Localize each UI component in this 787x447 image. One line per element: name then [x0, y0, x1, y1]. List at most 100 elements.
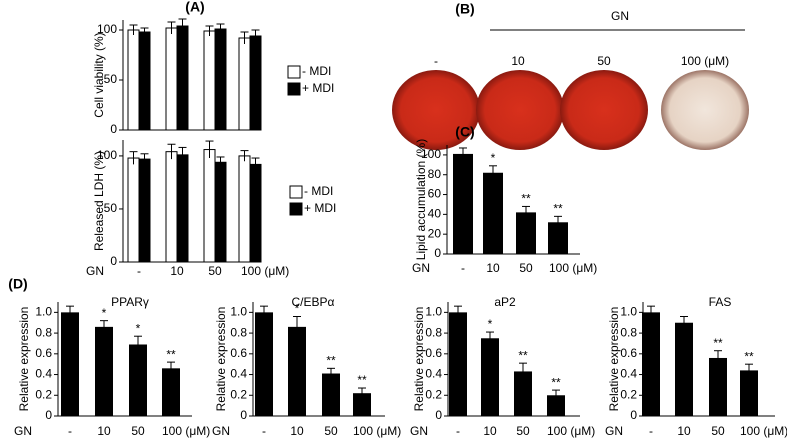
panel-label: (B): [455, 1, 474, 17]
x-tick-label: 10: [97, 424, 111, 438]
legend-swatch: [287, 65, 301, 79]
bar: [95, 326, 113, 416]
y-axis-label: Relative expression: [607, 307, 621, 412]
x-tick-label: 100 (μM): [162, 424, 210, 438]
bar: [740, 370, 758, 416]
x-axis-label: GN: [14, 424, 32, 438]
bar: [288, 326, 306, 416]
bar: [481, 338, 499, 416]
y-tick-label: 0.8: [35, 325, 52, 339]
bar: [214, 28, 227, 131]
x-tick-label: -: [137, 264, 141, 278]
y-tick-label: 0.4: [620, 367, 637, 381]
bar: [322, 373, 340, 416]
bar: [709, 357, 727, 416]
legend-label: + MDI: [302, 81, 334, 95]
bar: [449, 312, 467, 416]
y-tick-label: 1.0: [620, 305, 637, 319]
x-tick-label: -: [649, 424, 653, 438]
x-tick-label: 100 (μM): [740, 424, 787, 438]
x-axis-label: GN: [611, 9, 629, 23]
dish-label: -: [434, 54, 438, 68]
significance: *: [488, 317, 493, 331]
legend-swatch: [287, 82, 301, 96]
y-tick-label: 0.6: [425, 346, 442, 360]
legend-label: + MDI: [304, 201, 336, 215]
y-tick-label: 0.4: [35, 367, 52, 381]
y-tick-label: 0.6: [620, 346, 637, 360]
y-tick-label: 0.8: [230, 325, 247, 339]
x-tick-label: -: [68, 424, 72, 438]
y-tick-label: 80: [428, 167, 442, 181]
x-tick-label: 50: [516, 424, 530, 438]
x-tick-label: 100 (μM): [547, 424, 595, 438]
y-tick-label: 0: [435, 408, 442, 422]
y-tick-label: 0.2: [620, 387, 637, 401]
dish-label: 10: [511, 54, 525, 68]
bar: [61, 312, 79, 416]
bar: [516, 212, 536, 254]
x-tick-label: 10: [486, 261, 500, 275]
bar: [214, 161, 227, 263]
y-tick-label: 100: [97, 148, 117, 162]
bar: [203, 149, 216, 263]
y-tick-label: 60: [428, 187, 442, 201]
bar: [129, 344, 147, 416]
x-axis-label: GN: [412, 261, 430, 275]
x-tick-label: 10: [483, 424, 497, 438]
bar: [514, 371, 532, 416]
y-tick-label: 100: [97, 22, 117, 36]
dish: [560, 70, 648, 150]
x-tick-label: 100 (μM): [353, 424, 401, 438]
x-tick-label: 100 (μM): [549, 261, 597, 275]
x-tick-label: -: [456, 424, 460, 438]
dish: [661, 70, 749, 150]
dish: [392, 70, 480, 150]
y-axis-label: Lipid accumulation (%): [414, 139, 428, 260]
x-tick-label: -: [262, 424, 266, 438]
bar: [547, 395, 565, 416]
y-tick-label: 100: [421, 147, 441, 161]
bar: [176, 25, 189, 131]
legend-swatch: [289, 185, 303, 199]
bar: [453, 153, 473, 254]
significance: *: [102, 306, 107, 320]
chart-title: C/EBPα: [292, 295, 335, 309]
bar: [165, 151, 178, 263]
legend-swatch: [289, 202, 303, 216]
x-tick-label: 50: [711, 424, 725, 438]
significance: **: [521, 192, 531, 206]
x-tick-label: 50: [324, 424, 338, 438]
bar: [353, 393, 371, 416]
bar: [249, 163, 262, 263]
significance: **: [518, 348, 528, 362]
bar: [138, 31, 151, 131]
dish-photo: [392, 70, 749, 150]
bar: [162, 368, 180, 416]
y-tick-label: 0.6: [35, 346, 52, 360]
bar: [165, 27, 178, 131]
bar: [642, 312, 660, 416]
x-axis-label: GN: [410, 424, 428, 438]
bar: [238, 37, 251, 131]
significance: **: [553, 202, 563, 216]
x-tick-label: 100 (μM): [241, 264, 289, 278]
y-tick-label: 0.4: [425, 367, 442, 381]
x-tick-label: 10: [170, 264, 184, 278]
y-tick-label: 50: [104, 201, 118, 215]
significance: **: [744, 349, 754, 363]
significance: **: [551, 375, 561, 389]
y-tick-label: 1.0: [425, 305, 442, 319]
x-tick-label: 10: [290, 424, 304, 438]
chart-title: FAS: [709, 295, 732, 309]
panel-label: (D): [8, 276, 27, 292]
y-tick-label: 0.2: [35, 387, 52, 401]
chart-title: aP2: [494, 295, 516, 309]
significance: *: [295, 302, 300, 316]
dish-label: 100 (μM): [681, 54, 729, 68]
significance: **: [326, 353, 336, 367]
y-tick-label: 0.6: [230, 346, 247, 360]
y-tick-label: 1.0: [230, 305, 247, 319]
x-tick-label: 50: [131, 424, 145, 438]
